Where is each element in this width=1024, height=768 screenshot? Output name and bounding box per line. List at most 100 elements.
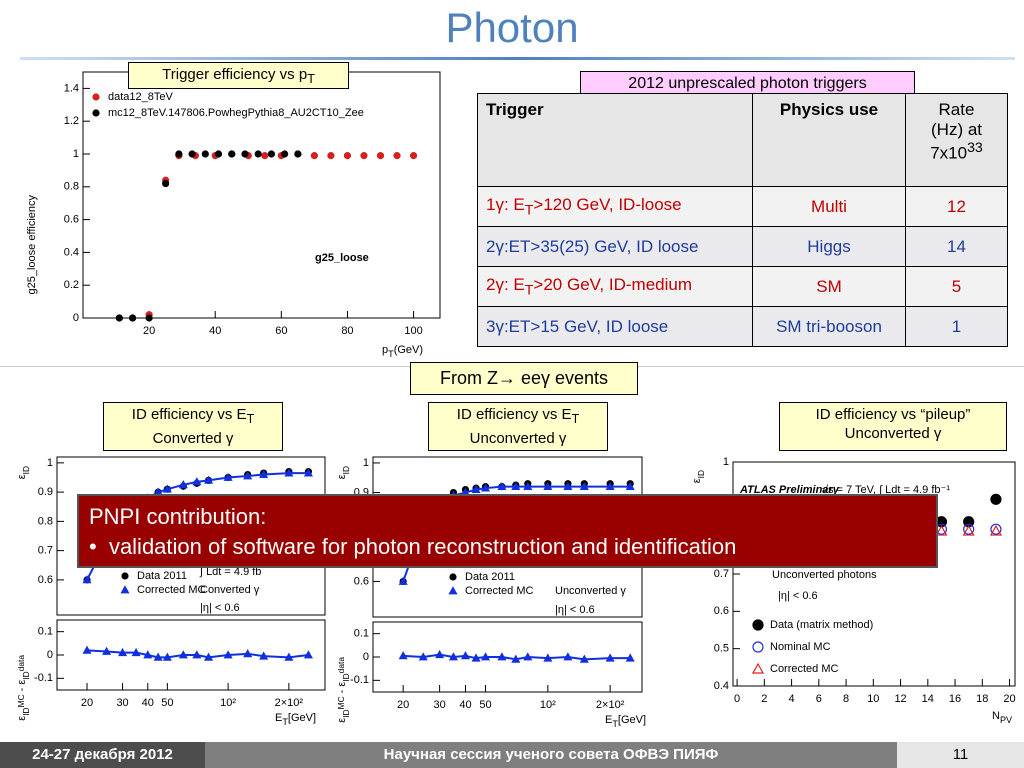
plot-note: Unconverted γ: [555, 585, 626, 597]
x-tick-label: 40: [209, 325, 221, 337]
axis-label: NPV: [992, 710, 1013, 726]
legend-label: data12_8TeV: [108, 91, 173, 103]
cell: 1γ: ET>120 GeV, ID-loose: [477, 186, 753, 227]
data-point: [223, 650, 233, 659]
y-tick-label: 0.6: [64, 214, 79, 226]
axis-label-part: ID: [21, 466, 31, 474]
legend-label: mc12_8TeV.147806.PowhegPythia8_AU2CT10_Z…: [108, 107, 364, 119]
x-tick-label: 30: [433, 699, 445, 711]
x-tick-label: 20: [143, 325, 155, 337]
plot-note: g25_loose: [315, 252, 369, 264]
data-point: [243, 649, 253, 658]
pnpi-item: • validation of software for photon reco…: [89, 532, 926, 562]
header-cell: Rate (Hz) at 7x1033: [905, 93, 1008, 187]
header-text: Rate: [938, 100, 975, 119]
legend-label: Corrected MC: [465, 585, 534, 597]
y-tick-label: 1: [723, 456, 729, 468]
data-point: [284, 652, 294, 661]
axis-label-part: g25_loose efficiency: [26, 195, 38, 295]
axis-label-part: N: [992, 710, 1000, 722]
axis-label-part: T: [282, 717, 288, 727]
cell-sub: T: [524, 282, 534, 299]
data-point: [254, 150, 262, 158]
cell-text: >120 GeV, ID-loose: [533, 194, 682, 214]
axis-label: εIDMC - εIDdata: [16, 655, 31, 721]
y-tick-label: 0.5: [714, 643, 729, 655]
data-point: [497, 652, 507, 661]
plot-note: |η| < 0.6: [778, 590, 818, 602]
y-tick-label: 0.7: [38, 545, 53, 557]
y-tick-label: 1: [363, 457, 369, 469]
data-point: [284, 468, 294, 477]
plot-note: ∫ Ldt = 4.9 fb: [199, 566, 261, 578]
data-point: [261, 152, 269, 160]
caption-text: ID efficiency vs E: [456, 406, 572, 423]
cell: 1: [905, 306, 1008, 347]
plot-note: |η| < 0.6: [555, 604, 595, 616]
data-point: [563, 481, 573, 491]
cell: 2γ: ET>20 GeV, ID-medium: [477, 266, 753, 307]
x-tick-label: 16: [949, 693, 961, 705]
cell-text: 2γ: E: [486, 274, 525, 294]
axis-label-part: - ε: [16, 680, 28, 695]
axis-label-part: data: [336, 657, 346, 674]
y-tick-label: 0.1: [354, 628, 369, 640]
caption: ID efficiency vs ET Unconverted γ: [428, 402, 608, 451]
axis-label: ET[GeV]: [605, 714, 646, 730]
cell: SM: [752, 266, 906, 307]
data-point: [204, 475, 214, 484]
legend-label: Data 2011: [137, 570, 187, 582]
axis-label-part: ε: [16, 474, 28, 479]
y-tick-label: 0.6: [354, 575, 369, 587]
data-point: [625, 481, 635, 491]
x-tick-label: 20: [1003, 693, 1015, 705]
y-tick-label: 1: [47, 457, 53, 469]
data-point: [178, 650, 188, 659]
y-tick-label: 0.6: [714, 605, 729, 617]
data-point: [228, 150, 236, 158]
footer-date: 24-27 декабря 2012: [0, 742, 205, 768]
axis-label-part: [GeV]: [288, 712, 316, 724]
data-point: [294, 150, 302, 158]
x-tick-label: 20: [81, 697, 93, 709]
data-point: [131, 647, 141, 657]
cell-text: 1γ: E: [486, 194, 525, 214]
data-point: [303, 468, 313, 477]
axis-label-part: ε: [691, 478, 703, 483]
axis-label: εIDMC - εIDdata: [336, 657, 351, 723]
x-tick-label: 100: [404, 325, 422, 337]
data-point: [360, 152, 368, 160]
row: 2γ: ET>20 GeV, ID-medium SM 5: [477, 266, 1008, 307]
y-tick-label: -0.1: [34, 672, 53, 684]
y-tick-label: 0.1: [38, 626, 53, 638]
x-tick-label: 50: [161, 697, 173, 709]
data-point: [178, 480, 188, 489]
x-tick-label: 6: [816, 693, 822, 705]
x-tick-label: 30: [116, 697, 128, 709]
y-tick-label: 0.2: [64, 279, 79, 291]
data-point: [118, 647, 128, 657]
data-point: [990, 523, 1002, 535]
axis-label-part: ID: [696, 470, 706, 478]
legend-marker: [449, 573, 457, 581]
data-point: [448, 652, 458, 661]
data-point: [989, 524, 1002, 536]
slide-title: Photon: [445, 4, 579, 51]
footer-event: Научная сессия ученого совета ОФВЭ ПИЯФ: [205, 742, 897, 768]
axis-label-part: MC: [16, 694, 26, 707]
x-tick-label: 0: [734, 693, 740, 705]
row: 2γ:ET>35(25) GeV, ID loose Higgs 14: [477, 226, 1008, 267]
cell: 14: [905, 226, 1008, 267]
pnpi-heading: PNPI contribution:: [89, 504, 267, 529]
axis-label-part: ID: [341, 466, 351, 474]
legend-marker: [120, 585, 130, 594]
trigger-table: Trigger Physics use Rate (Hz) at 7x1033 1γ…: [477, 93, 1008, 347]
caption-text: Converted γ: [152, 430, 234, 447]
data-point: [605, 481, 615, 491]
data-point: [223, 472, 233, 481]
x-tick-label: 2: [761, 693, 767, 705]
axis-label-part: ε: [336, 474, 348, 479]
data-point: [460, 651, 470, 660]
legend-marker: [121, 572, 129, 580]
